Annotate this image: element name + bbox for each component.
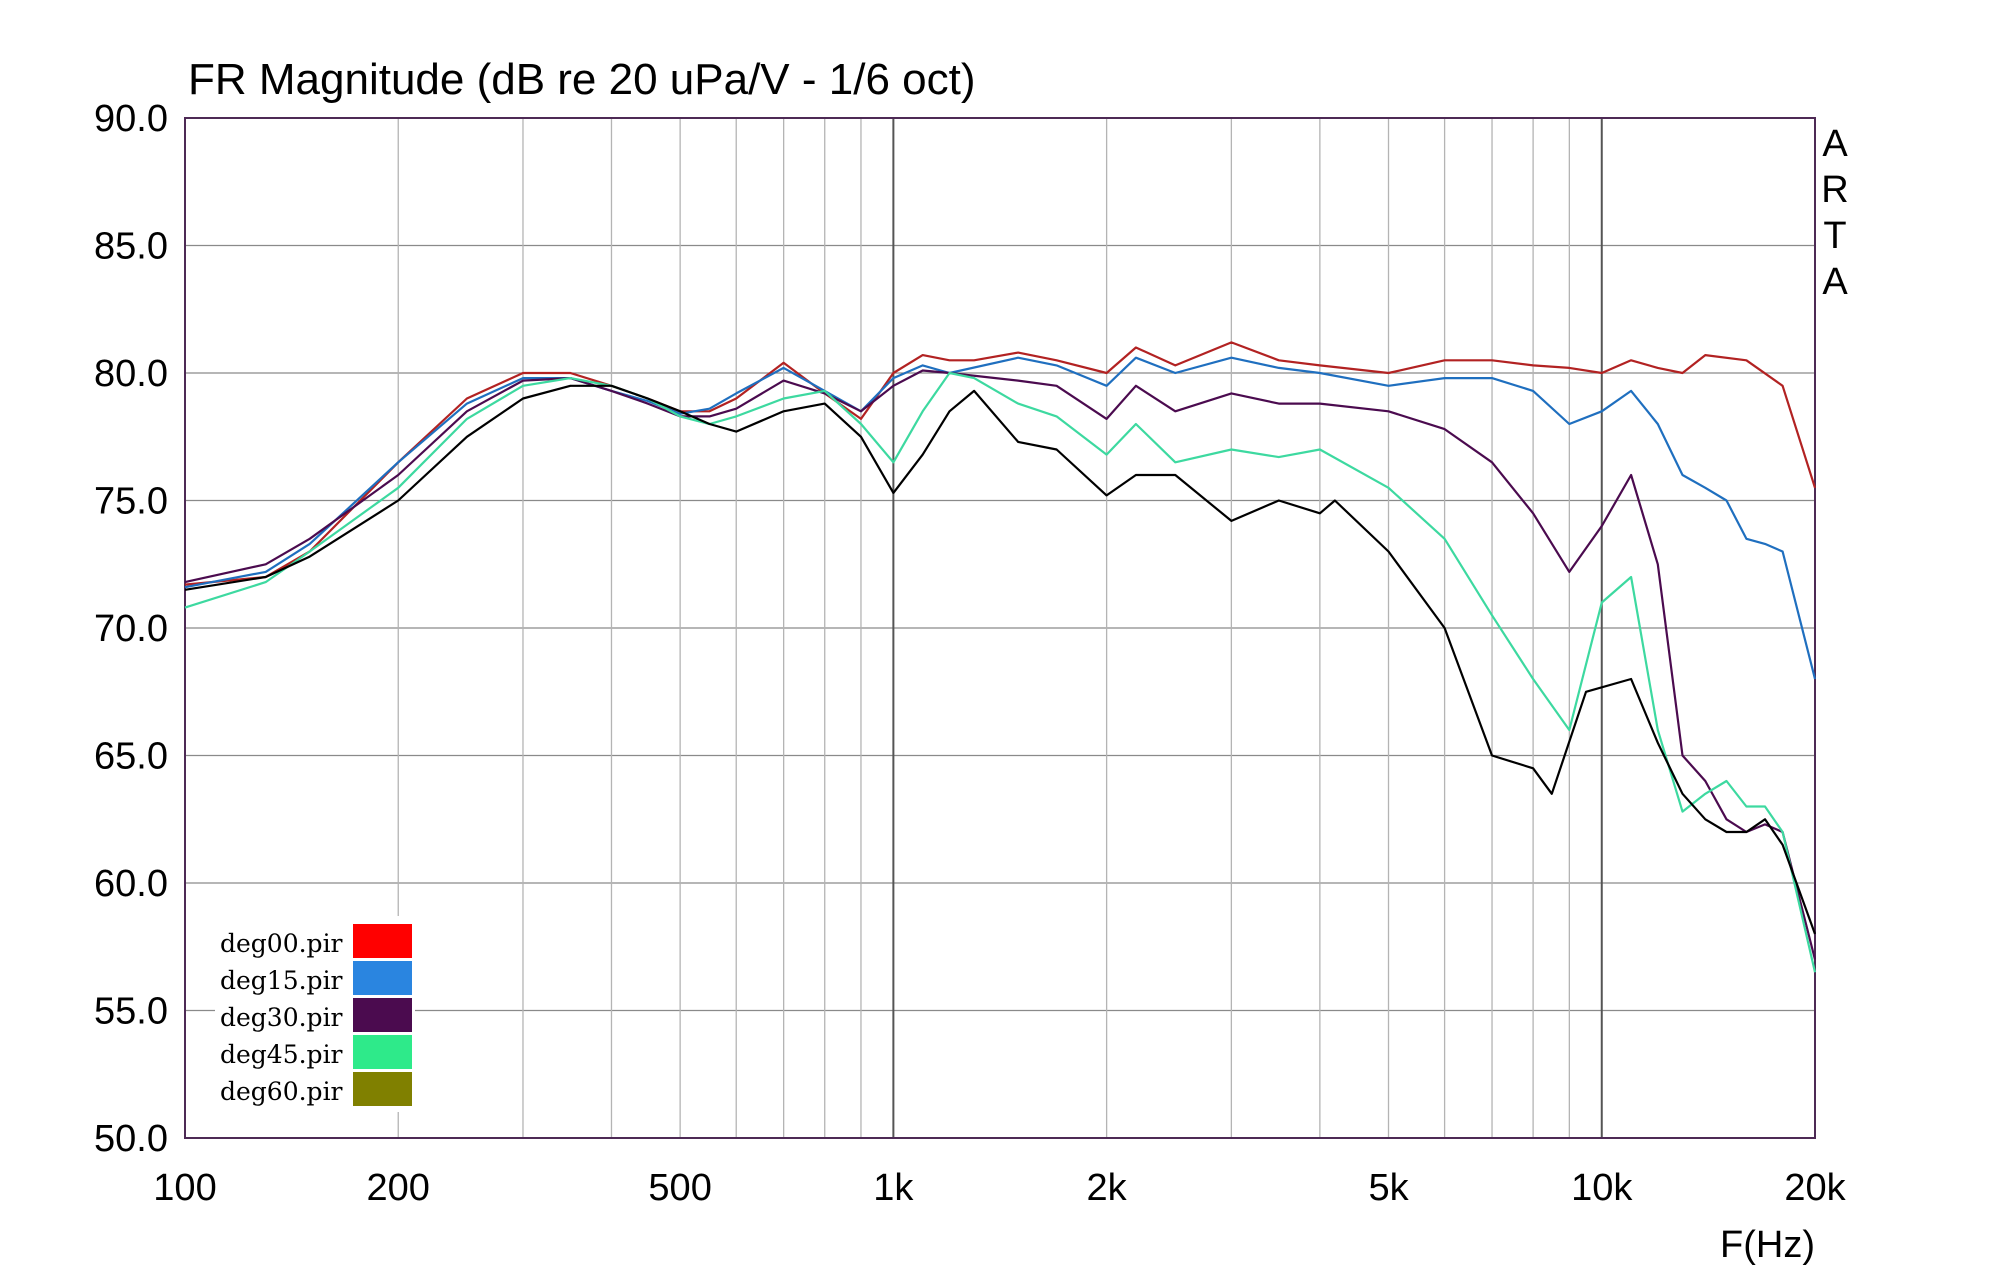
- x-tick-label: 200: [367, 1167, 430, 1209]
- legend-label: deg15.pir: [220, 966, 343, 995]
- legend-swatch: [353, 998, 412, 1032]
- x-tick-label: 10k: [1571, 1167, 1633, 1209]
- y-tick-label: 70.0: [94, 608, 168, 650]
- series-line-deg45: [184, 371, 1817, 973]
- y-tick-label: 85.0: [94, 226, 168, 268]
- legend-label: deg60.pir: [220, 1077, 343, 1106]
- watermark-letter: T: [1823, 215, 1846, 257]
- x-tick-label: 1k: [873, 1167, 914, 1209]
- legend-label: deg30.pir: [220, 1003, 343, 1032]
- y-tick-label: 60.0: [94, 863, 168, 905]
- watermark-letter: R: [1821, 169, 1848, 211]
- legend-swatch: [353, 924, 412, 958]
- grid: [185, 118, 1815, 1138]
- x-axis-label: F(Hz): [1720, 1224, 1815, 1266]
- y-axis-ticks: 90.0 85.0 80.0 75.0 70.0 65.0 60.0 55.0 50.0: [94, 98, 168, 1160]
- series-line-deg00: [184, 341, 1817, 586]
- legend-swatch: [353, 1072, 412, 1106]
- x-tick-label: 5k: [1368, 1167, 1409, 1209]
- x-axis-ticks: 100 200 500 1k 2k 5k 10k 20k: [153, 1167, 1846, 1209]
- chart-title: FR Magnitude (dB re 20 uPa/V - 1/6 oct): [188, 55, 976, 104]
- legend-label: deg00.pir: [220, 929, 343, 958]
- watermark-letter: A: [1822, 123, 1848, 165]
- series-line-deg60: [184, 384, 1817, 935]
- x-tick-label: 500: [648, 1167, 711, 1209]
- y-tick-label: 80.0: [94, 353, 168, 395]
- y-tick-label: 65.0: [94, 736, 168, 778]
- legend-swatch: [353, 961, 412, 995]
- y-tick-label: 55.0: [94, 991, 168, 1033]
- x-tick-label: 100: [153, 1167, 216, 1209]
- watermark-letter: A: [1822, 261, 1848, 303]
- x-tick-label: 2k: [1087, 1167, 1128, 1209]
- plot-frame: [184, 117, 1816, 1139]
- legend-swatch: [353, 1035, 412, 1069]
- y-tick-label: 75.0: [94, 481, 168, 523]
- y-tick-label: 90.0: [94, 98, 168, 140]
- series-layer: [184, 341, 1817, 973]
- legend: deg00.pir deg15.pir deg30.pir deg45.pir deg6…: [215, 916, 415, 1112]
- legend-label: deg45.pir: [220, 1040, 343, 1069]
- y-tick-label: 50.0: [94, 1118, 168, 1160]
- x-tick-label: 20k: [1784, 1167, 1846, 1209]
